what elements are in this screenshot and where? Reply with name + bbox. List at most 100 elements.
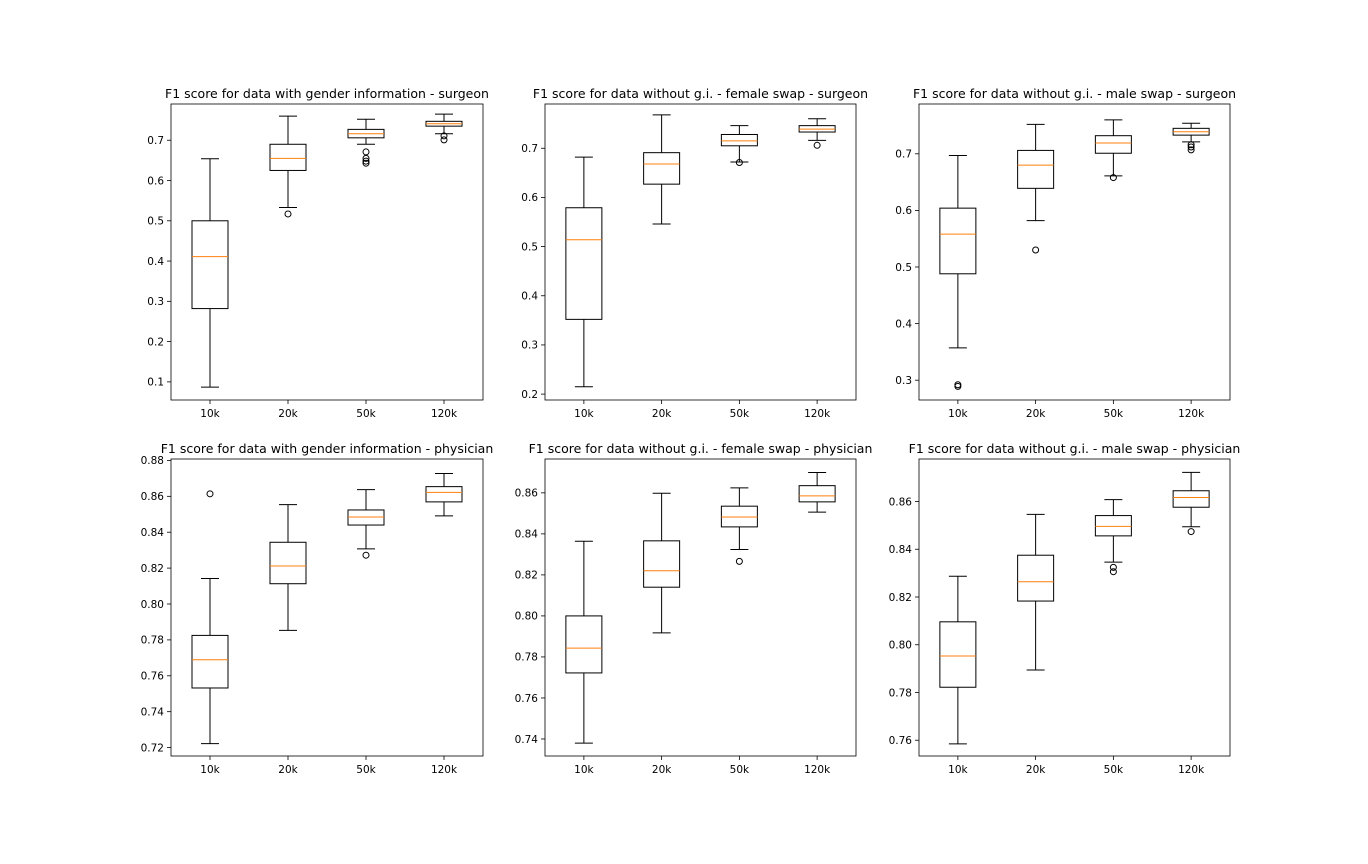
axes-frame [170,458,484,757]
iqr-box [939,207,977,275]
y-tick-label: 0.3 [895,375,912,387]
box-50k [1094,119,1132,182]
y-tick-label: 0.72 [141,742,164,754]
x-tick-label: 120k [431,764,458,776]
iqr-box [643,152,681,185]
x-tick-label: 50k [1104,408,1124,420]
iqr-box [1094,515,1132,537]
y-tick-label: 0.4 [895,318,912,330]
x-tick-label: 120k [1178,764,1205,776]
outlier-point [362,148,370,156]
y-tick-label: 0.1 [147,377,164,389]
x-tick-label: 20k [278,408,298,420]
box-20k [1017,123,1055,254]
box-50k [347,489,385,559]
outlier-point [206,490,214,498]
x-tick-label: 120k [804,408,831,420]
iqr-box [1172,490,1210,508]
outlier-point [1032,246,1040,254]
y-tick-label: 0.84 [889,544,913,556]
subplot-title: F1 score for data with gender informatio… [165,86,489,101]
y-tick-label: 0.80 [515,611,538,623]
outlier-point [1187,143,1195,151]
axes-frame [544,458,857,757]
subplot-title: F1 score for data with gender informatio… [161,441,494,456]
y-tick-label: 0.82 [141,563,164,575]
y-tick-label: 0.86 [889,496,913,508]
box-120k [1172,471,1210,536]
axes-frame [918,458,1231,757]
y-tick-label: 0.4 [521,291,538,303]
x-tick-label: 120k [431,408,458,420]
subplot-2: F1 score for data without g.i. - female … [521,86,868,420]
x-tick-label: 10k [948,764,968,776]
outlier-point [362,157,370,165]
subplot-1: F1 score for data with gender informatio… [147,86,489,420]
iqr-box [191,634,229,689]
subplot-title: F1 score for data without g.i. - male sw… [913,86,1236,101]
iqr-box [720,505,758,528]
x-tick-label: 50k [730,408,750,420]
box-20k [643,114,681,225]
y-tick-label: 0.86 [515,488,539,500]
iqr-box [191,220,229,310]
x-tick-label: 50k [1104,764,1124,776]
y-tick-label: 0.5 [147,216,164,228]
y-tick-label: 0.78 [889,687,912,699]
y-tick-label: 0.2 [521,389,538,401]
x-tick-label: 10k [574,764,594,776]
y-tick-label: 0.4 [147,256,164,268]
y-tick-label: 0.84 [141,527,165,539]
outlier-point [735,557,743,565]
subplot-title: F1 score for data without g.i. - female … [529,441,873,456]
iqr-box [798,485,836,503]
box-10k [565,540,603,744]
outlier-point [1109,174,1117,182]
y-tick-label: 0.74 [141,706,165,718]
y-tick-label: 0.80 [141,599,164,611]
x-tick-label: 10k [200,408,220,420]
outlier-point [735,159,743,167]
box-120k [425,113,463,144]
outlier-point [362,159,370,167]
x-tick-label: 10k [574,408,594,420]
iqr-box [720,133,758,147]
y-tick-label: 0.76 [141,671,165,683]
y-tick-label: 0.7 [895,149,912,161]
box-50k [720,487,758,565]
x-tick-label: 10k [948,408,968,420]
y-tick-label: 0.82 [889,592,912,604]
box-120k [425,473,463,517]
outlier-point [440,136,448,144]
iqr-box [1017,149,1055,189]
outlier-point [284,210,292,218]
box-20k [1017,513,1055,671]
box-20k [269,504,307,631]
y-tick-label: 0.5 [895,262,912,274]
box-10k [565,156,603,388]
iqr-box [425,486,463,503]
outlier-point [1187,146,1195,154]
x-tick-label: 20k [1026,408,1046,420]
x-tick-label: 50k [356,408,376,420]
y-tick-label: 0.82 [515,570,538,582]
iqr-box [565,207,603,320]
y-tick-label: 0.76 [515,693,539,705]
outlier-point [362,154,370,162]
box-50k [1094,499,1132,576]
y-tick-label: 0.74 [515,734,539,746]
y-tick-label: 0.76 [889,735,913,747]
outlier-point [1109,568,1117,576]
iqr-box [347,509,385,526]
iqr-box [939,621,977,688]
outlier-point [1109,563,1117,571]
box-20k [643,492,681,634]
box-10k [191,490,229,745]
box-10k [191,158,229,388]
y-tick-label: 0.78 [141,635,164,647]
axes-frame [170,103,484,401]
box-120k [798,118,836,149]
subplot-4: F1 score for data with gender informatio… [141,441,494,776]
iqr-box [1094,135,1132,154]
